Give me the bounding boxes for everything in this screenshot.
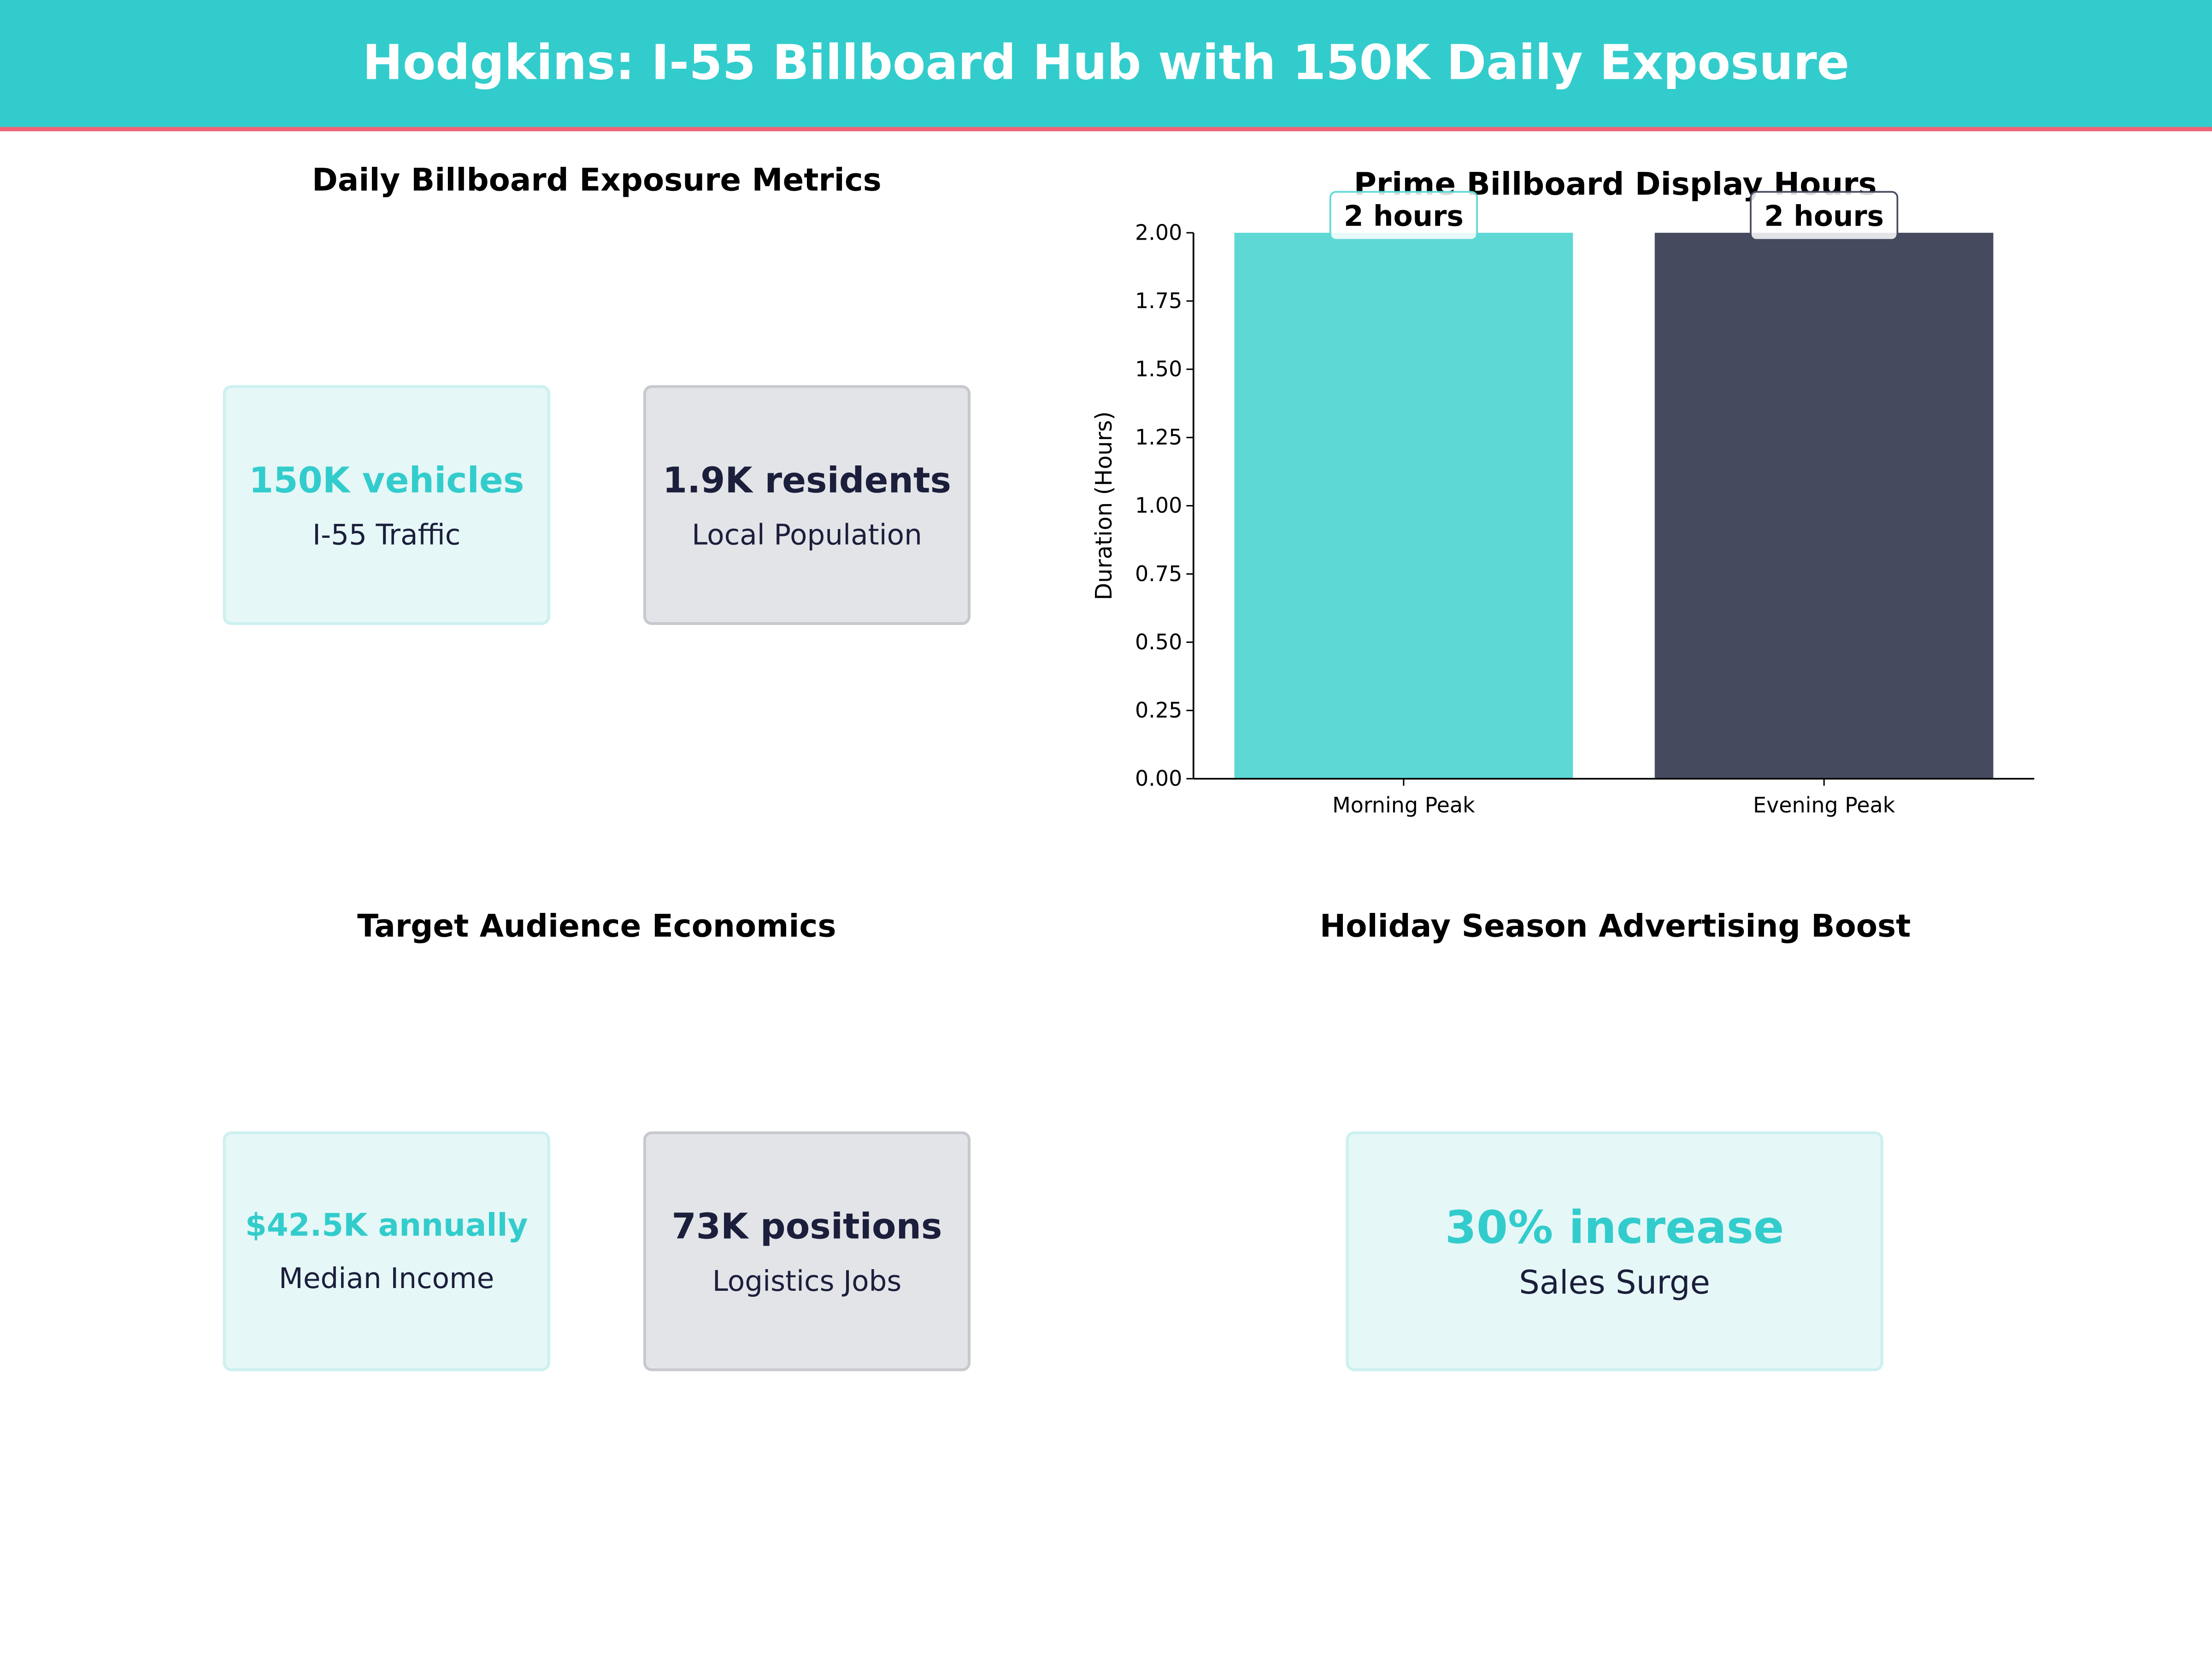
income-card: $42.5K annually Median Income bbox=[223, 1131, 550, 1371]
y-tick-label: 1.00 bbox=[1135, 493, 1182, 518]
jobs-label: Logistics Jobs bbox=[712, 1263, 902, 1297]
exposure-panel-title: Daily Billboard Exposure Metrics bbox=[312, 164, 882, 199]
y-tick-label: 1.75 bbox=[1135, 288, 1182, 313]
y-tick-label: 0.50 bbox=[1135, 629, 1182, 654]
header-banner: Hodgkins: I-55 Billboard Hub with 150K D… bbox=[0, 0, 2212, 131]
traffic-value: 150K vehicles bbox=[249, 459, 524, 500]
jobs-value: 73K positions bbox=[671, 1205, 942, 1247]
x-tick-label: Evening Peak bbox=[1753, 793, 1895, 818]
bar-evening-peak bbox=[1654, 233, 1994, 779]
income-value: $42.5K annually bbox=[245, 1208, 528, 1244]
y-tick-label: 0.75 bbox=[1135, 561, 1182, 586]
income-label: Median Income bbox=[279, 1260, 494, 1294]
population-label: Local Population bbox=[692, 517, 922, 551]
data-label: 2 hours bbox=[1764, 200, 1884, 233]
population-value: 1.9K residents bbox=[662, 459, 952, 500]
economics-panel-title: Target Audience Economics bbox=[357, 910, 836, 946]
traffic-card: 150K vehicles I-55 Traffic bbox=[223, 385, 550, 625]
sales-surge-label: Sales Surge bbox=[1519, 1265, 1710, 1302]
data-label-box bbox=[1750, 191, 1899, 241]
y-tick-label: 1.50 bbox=[1135, 357, 1182, 382]
x-tick-label: Morning Peak bbox=[1332, 793, 1475, 818]
data-label: 2 hours bbox=[1344, 200, 1464, 233]
sales-surge-value: 30% increase bbox=[1445, 1200, 1784, 1254]
jobs-card: 73K positions Logistics Jobs bbox=[643, 1131, 971, 1371]
holiday-panel-title: Holiday Season Advertising Boost bbox=[1319, 910, 1911, 946]
bar-morning-peak bbox=[1234, 233, 1573, 779]
population-card: 1.9K residents Local Population bbox=[643, 385, 971, 625]
y-tick-label: 0.00 bbox=[1135, 766, 1182, 791]
y-tick-label: 2.00 bbox=[1135, 220, 1182, 245]
y-tick-label: 0.25 bbox=[1135, 698, 1182, 723]
data-label-box bbox=[1329, 191, 1478, 241]
y-axis-label: Duration (Hours) bbox=[1091, 411, 1117, 600]
page-title: Hodgkins: I-55 Billboard Hub with 150K D… bbox=[362, 35, 1850, 92]
traffic-label: I-55 Traffic bbox=[312, 517, 461, 551]
y-tick-label: 1.25 bbox=[1135, 425, 1182, 450]
sales-surge-card: 30% increase Sales Surge bbox=[1346, 1131, 1883, 1371]
